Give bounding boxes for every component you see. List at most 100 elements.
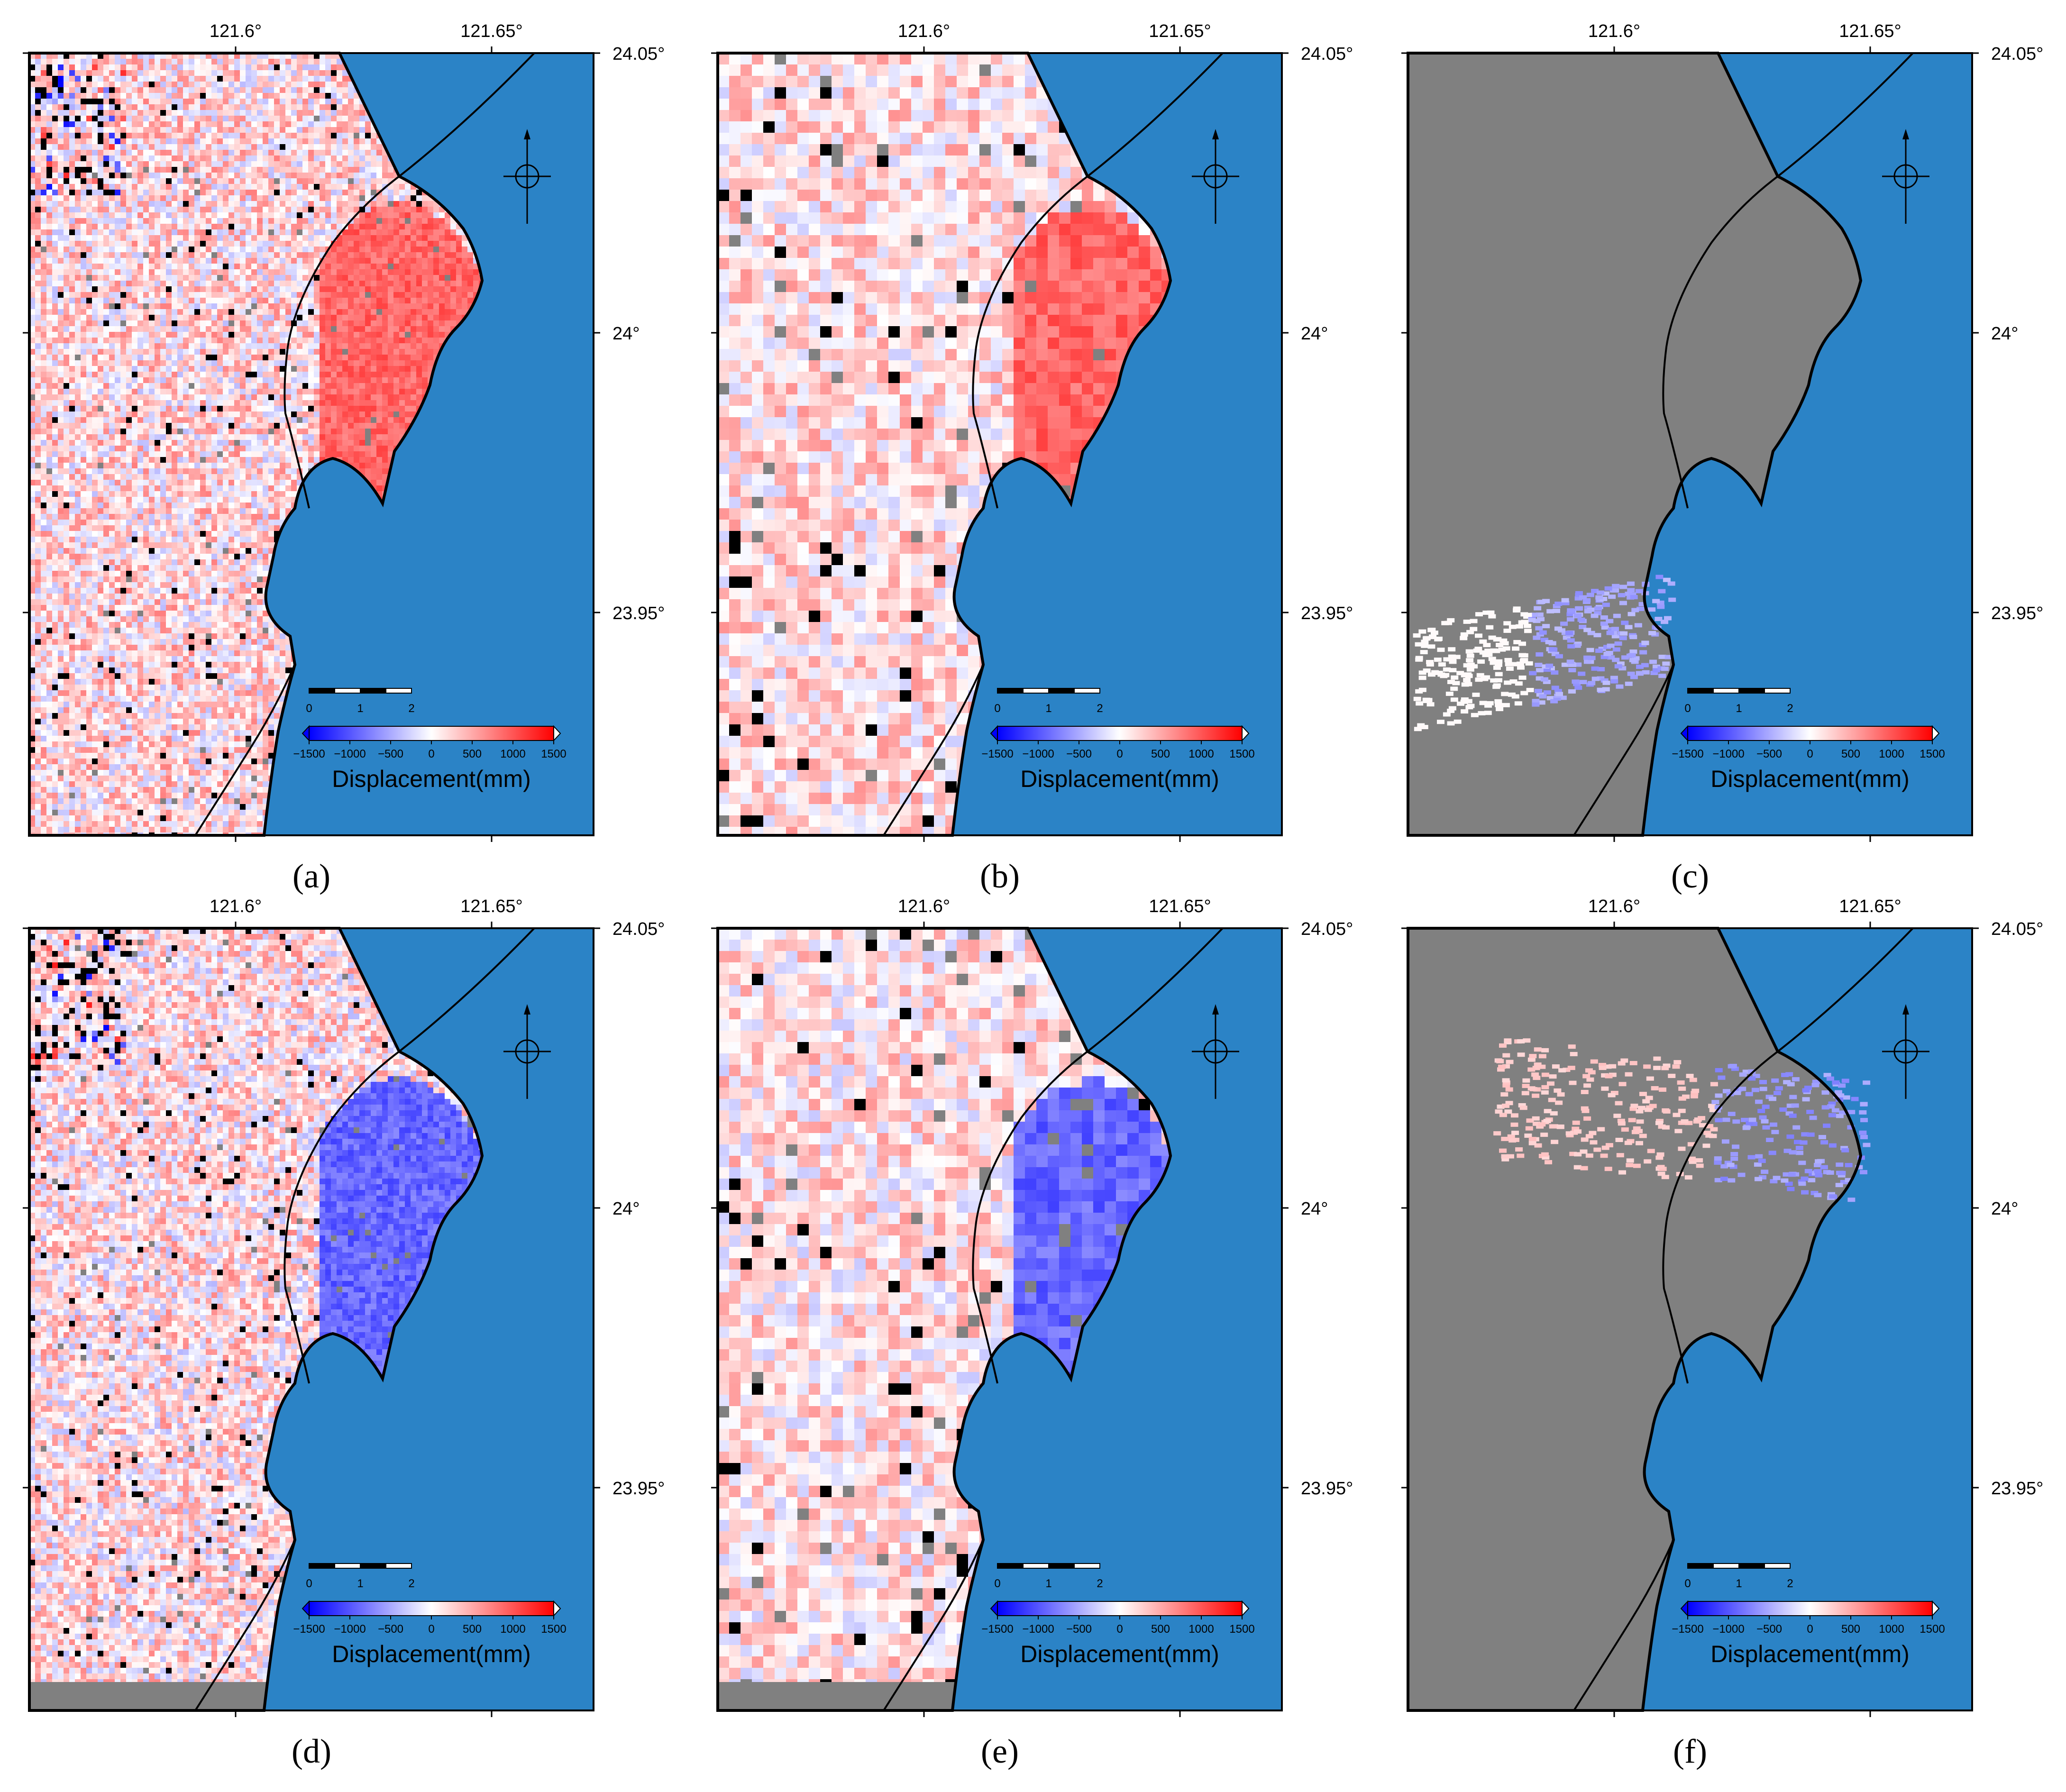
- scale-bar-label: 0: [306, 702, 312, 715]
- river-boundary: [1662, 52, 1914, 509]
- colorbar-tick-label: −1500: [1672, 1623, 1703, 1636]
- colorbar-tick-label: −1500: [1672, 748, 1703, 760]
- x-tick-label: 121.6°: [898, 896, 950, 916]
- colorbar: −1500 −1000 −500 0 500 1000 1500 Displacement(m…: [293, 1600, 567, 1667]
- y-tick-label: 23.95°: [1991, 603, 2043, 623]
- scale-bar-label: 1: [1736, 702, 1742, 715]
- colorbar-tick-label: 1000: [500, 748, 525, 760]
- colorbar: −1500 −1000 −500 0 500 1000 1500 Displacement(m…: [981, 1600, 1255, 1667]
- colorbar-tick-label: 1500: [1229, 1623, 1254, 1636]
- colorbar: −1500 −1000 −500 0 500 1000 1500 Displacement(m…: [981, 725, 1255, 792]
- panel-e: 121.6° 121.65° 24.05° 24° 23.95° 0 1 2 −1500 −100…: [711, 896, 1353, 1770]
- fault-line: [1573, 664, 1674, 836]
- colorbar-tick-label: 1500: [1920, 1623, 1945, 1636]
- colorbar-tick-label: 1500: [541, 1623, 566, 1636]
- coastline: [1407, 927, 1863, 1712]
- colorbar-title: Displacement(mm): [1020, 766, 1219, 792]
- panel-label: (b): [980, 857, 1020, 895]
- fault-line: [194, 1539, 296, 1711]
- colorbar-tick-label: −500: [1066, 1623, 1092, 1636]
- y-tick-label: 24°: [1991, 324, 2018, 344]
- colorbar-tick-label: 0: [428, 1623, 434, 1636]
- colorbar-tick-label: −1000: [1022, 748, 1054, 760]
- colorbar-tick-label: 500: [1151, 1623, 1170, 1636]
- colorbar-tick-label: 1000: [1188, 748, 1214, 760]
- colorbar-tick-label: −1000: [334, 1623, 366, 1636]
- x-tick-label: 121.6°: [898, 21, 950, 41]
- colorbar-tick-label: −500: [378, 1623, 403, 1636]
- panel-d: 121.6° 121.65° 24.05° 24° 23.95° 0 1 2 −1500 −100…: [23, 896, 665, 1770]
- displacement-field: [718, 53, 1170, 835]
- colorbar-tick-label: 500: [1841, 748, 1860, 760]
- panel-label: (f): [1673, 1732, 1707, 1770]
- y-tick-label: 24.05°: [1991, 44, 2043, 64]
- y-tick-label: 24°: [1301, 1199, 1328, 1219]
- colorbar: −1500 −1000 −500 0 500 1000 1500 Displacement(m…: [293, 725, 567, 792]
- x-tick-label: 121.6°: [210, 896, 262, 916]
- y-tick-label: 24.05°: [1991, 919, 2043, 939]
- scale-bar: 0 1 2: [1684, 688, 1793, 715]
- river-boundary: [972, 927, 1224, 1384]
- scale-bar-label: 1: [357, 702, 363, 715]
- y-tick-label: 24.05°: [1301, 919, 1353, 939]
- north-arrow-icon: [503, 129, 551, 224]
- coastline: [1407, 52, 1863, 837]
- coastline: [28, 927, 484, 1712]
- north-arrow-icon: [1192, 129, 1239, 224]
- colorbar-title: Displacement(mm): [332, 766, 531, 792]
- river-boundary: [283, 927, 535, 1384]
- sparse-points: [1413, 575, 1676, 731]
- scale-bar-label: 0: [1684, 1577, 1691, 1590]
- colorbar: −1500 −1000 −500 0 500 1000 1500 Displacement(m…: [1672, 725, 1945, 792]
- map-frame: [28, 52, 594, 836]
- panel-a: 121.6° 121.65° 24.05° 24° 23.95° 0 1 2 −1500 −100…: [23, 21, 665, 895]
- colorbar: −1500 −1000 −500 0 500 1000 1500 Displacement(m…: [1672, 1600, 1945, 1667]
- panel-f: 121.6° 121.65° 24.05° 24° 23.95° 0 1 2 −1500 −100…: [1401, 896, 2043, 1770]
- scale-bar-label: 2: [408, 1577, 414, 1590]
- scale-bar-label: 2: [1787, 1577, 1793, 1590]
- y-tick-label: 24.05°: [612, 44, 665, 64]
- colorbar-tick-label: −500: [1756, 748, 1782, 760]
- y-tick-label: 24.05°: [612, 919, 665, 939]
- colorbar-title: Displacement(mm): [1710, 766, 1910, 792]
- panel-label: (a): [293, 857, 330, 895]
- colorbar-tick-label: 0: [1116, 748, 1123, 760]
- colorbar-tick-label: 0: [1116, 1623, 1123, 1636]
- coastline: [716, 52, 1172, 837]
- map-frame: [717, 52, 1283, 836]
- colorbar-tick-label: 0: [428, 748, 434, 760]
- x-tick-label: 121.6°: [1588, 896, 1640, 916]
- scale-bar-label: 1: [1045, 702, 1051, 715]
- y-tick-label: 24°: [612, 324, 640, 344]
- sparse-points: [1493, 1038, 1871, 1202]
- colorbar-tick-label: −1500: [293, 1623, 325, 1636]
- colorbar-tick-label: −1000: [1712, 1623, 1744, 1636]
- scale-bar-label: 1: [1736, 1577, 1742, 1590]
- colorbar-tick-label: 500: [1151, 748, 1170, 760]
- y-tick-label: 24°: [1991, 1199, 2018, 1219]
- x-tick-label: 121.6°: [1588, 21, 1640, 41]
- fault-line: [194, 664, 296, 836]
- scale-bar-label: 2: [408, 702, 414, 715]
- scale-bar-label: 1: [357, 1577, 363, 1590]
- scale-bar-label: 2: [1097, 702, 1103, 715]
- colorbar-tick-label: −500: [378, 748, 403, 760]
- scale-bar-label: 1: [1045, 1577, 1051, 1590]
- scale-bar: 0 1 2: [1684, 1563, 1793, 1590]
- x-tick-label: 121.65°: [1149, 21, 1211, 41]
- scale-bar-label: 0: [994, 702, 1000, 715]
- colorbar-tick-label: 1000: [1879, 748, 1904, 760]
- colorbar-tick-label: −1500: [981, 1623, 1013, 1636]
- scale-bar-label: 0: [994, 1577, 1000, 1590]
- scale-bar-label: 2: [1787, 702, 1793, 715]
- colorbar-title: Displacement(mm): [1020, 1641, 1219, 1667]
- scale-bar: 0 1 2: [994, 1563, 1103, 1590]
- panel-c: 121.6° 121.65° 24.05° 24° 23.95° 0 1 2 −1500 −100…: [1401, 21, 2043, 895]
- coastline: [28, 52, 484, 837]
- scale-bar-label: 0: [1684, 702, 1691, 715]
- y-tick-label: 23.95°: [1301, 1479, 1353, 1499]
- scale-bar: 0 1 2: [306, 1563, 415, 1590]
- y-tick-label: 23.95°: [612, 603, 665, 623]
- panel-b: 121.6° 121.65° 24.05° 24° 23.95° 0 1 2 −1500 −100…: [711, 21, 1353, 895]
- fault-line: [883, 664, 984, 836]
